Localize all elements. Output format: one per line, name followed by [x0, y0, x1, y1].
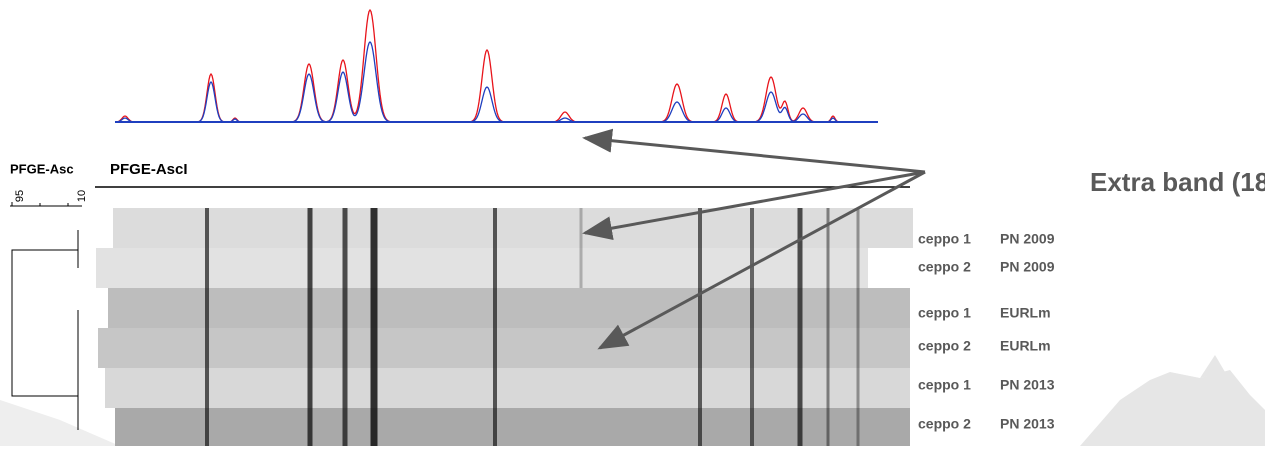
gel-band: [698, 408, 702, 448]
gel-band: [493, 408, 497, 448]
gel-band: [493, 248, 497, 288]
gel-header: PFGE-AscI: [110, 161, 188, 178]
gel-band: [698, 328, 702, 368]
gel-band: [797, 248, 803, 288]
gel-band: [205, 208, 209, 248]
gel-band: [342, 248, 348, 288]
background-decor: [0, 355, 1265, 446]
gel-band: [797, 368, 803, 408]
gel-band: [307, 288, 313, 328]
gel-band: [370, 368, 378, 408]
gel-band: [205, 328, 209, 368]
annotation: Extra band (184kbp): [1090, 167, 1265, 197]
gel-lane: [98, 328, 910, 368]
strain-label: ceppo 1: [918, 231, 971, 247]
gel-band: [826, 328, 830, 368]
gel-band: [856, 368, 860, 408]
gel-band: [797, 288, 803, 328]
strain-label: ceppo 2: [918, 416, 971, 432]
dendrogram: [10, 202, 82, 430]
gel-band: [342, 208, 348, 248]
gel-band: [750, 248, 754, 288]
gel-lane: [105, 368, 910, 408]
strain-label: ceppo 1: [918, 305, 971, 321]
gel-band: [826, 288, 830, 328]
gel-band: [307, 328, 313, 368]
gel-band: [826, 408, 830, 448]
gel-band: [698, 288, 702, 328]
gel-band: [856, 248, 860, 288]
gel-band: [856, 408, 860, 448]
gel-band: [370, 328, 378, 368]
strain-label: ceppo 2: [918, 259, 971, 275]
gel-band: [307, 408, 313, 448]
gel-band: [307, 248, 313, 288]
gel-band: [826, 248, 830, 288]
gel-band: [493, 288, 497, 328]
curve: [114, 8, 878, 123]
gel-band: [205, 408, 209, 448]
gel-band: [797, 328, 803, 368]
gel-band: [342, 408, 348, 448]
source-label: PN 2013: [1000, 416, 1055, 432]
gel-band: [493, 368, 497, 408]
gel-band: [493, 208, 497, 248]
gel-lane: [115, 408, 910, 448]
scale-tick: 10: [76, 190, 88, 202]
gel-band: [205, 288, 209, 328]
source-label: EURLm: [1000, 338, 1051, 354]
left-header: PFGE-Asc: [10, 161, 74, 176]
source-label: PN 2013: [1000, 377, 1055, 393]
gel-band: [370, 248, 378, 288]
source-label: EURLm: [1000, 305, 1051, 321]
densitometry-curves: [114, 8, 878, 123]
gel-band: [698, 208, 702, 248]
gel-band: [493, 328, 497, 368]
source-label: PN 2009: [1000, 259, 1055, 275]
gel-band: [370, 408, 378, 448]
gel-lane: [108, 288, 910, 328]
strain-label: ceppo 1: [918, 377, 971, 393]
gel-band: [307, 208, 313, 248]
gel-band: [205, 368, 209, 408]
gel-band: [856, 208, 860, 248]
gel-band: [307, 368, 313, 408]
gel-band: [797, 208, 803, 248]
gel-lane: [96, 248, 868, 288]
gel-band: [797, 408, 803, 448]
gel-band: [370, 288, 378, 328]
gel-band: [750, 208, 754, 248]
gel-band: [579, 248, 583, 288]
gel-band: [342, 288, 348, 328]
gel-band: [698, 368, 702, 408]
gel-band: [750, 328, 754, 368]
gel-band: [750, 408, 754, 448]
gel-band: [826, 208, 830, 248]
gel-band: [342, 368, 348, 408]
arrows: [582, 128, 926, 350]
source-label: PN 2009: [1000, 231, 1055, 247]
gel-band: [856, 288, 860, 328]
gel-band: [342, 328, 348, 368]
strain-label: ceppo 2: [918, 338, 971, 354]
gel-band: [826, 368, 830, 408]
lane-labels: ceppo 1 PN 2009 ceppo 2 PN 2009 ceppo 1 EURLm…: [918, 231, 1055, 432]
gel-band: [698, 248, 702, 288]
gel-band: [370, 208, 378, 248]
scale-tick: 95: [14, 190, 26, 202]
gel-lane: [113, 208, 913, 248]
gel-band: [750, 368, 754, 408]
gel-band: [856, 328, 860, 368]
gel-band: [750, 288, 754, 328]
gel-band: [579, 208, 583, 248]
gel-band: [205, 248, 209, 288]
gel-image: [96, 208, 913, 448]
